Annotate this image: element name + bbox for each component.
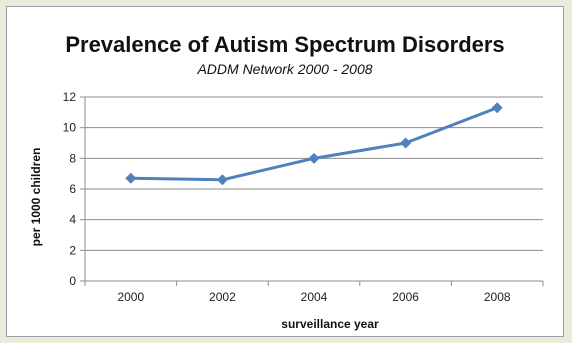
data-point-marker — [125, 172, 137, 184]
x-tick-label: 2006 — [392, 290, 419, 304]
x-tick-label: 2008 — [484, 290, 511, 304]
gridlines — [80, 96, 544, 286]
y-tick-label: 6 — [69, 182, 76, 196]
line-chart: Prevalence of Autism Spectrum Disorders … — [29, 32, 544, 331]
chart-title: Prevalence of Autism Spectrum Disorders — [65, 32, 504, 57]
x-tick-label: 2004 — [301, 290, 328, 304]
x-tick-label: 2002 — [209, 290, 236, 304]
y-tick-label: 10 — [63, 121, 77, 135]
chart-frame: Prevalence of Autism Spectrum Disorders … — [6, 6, 564, 337]
y-tick-label: 2 — [69, 243, 76, 257]
data-point-marker — [216, 174, 228, 186]
y-axis-title: per 1000 children — [29, 148, 43, 247]
y-tick-label: 12 — [63, 90, 77, 104]
y-tick-label: 4 — [69, 213, 76, 227]
series-line — [130, 106, 498, 182]
y-axis-ticks: 0 2 4 6 8 10 12 — [63, 90, 77, 288]
x-tick-label: 2000 — [117, 290, 144, 304]
data-point-marker — [400, 137, 412, 149]
y-tick-label: 8 — [69, 151, 76, 165]
data-point-marker — [491, 102, 503, 114]
series-layer — [125, 102, 503, 186]
chart-subtitle: ADDM Network 2000 - 2008 — [196, 61, 372, 77]
data-point-marker — [308, 152, 320, 164]
x-axis-title: surveillance year — [281, 317, 379, 331]
x-axis-ticks: 2000 2002 2004 2006 2008 — [117, 290, 510, 304]
y-tick-label: 0 — [69, 274, 76, 288]
